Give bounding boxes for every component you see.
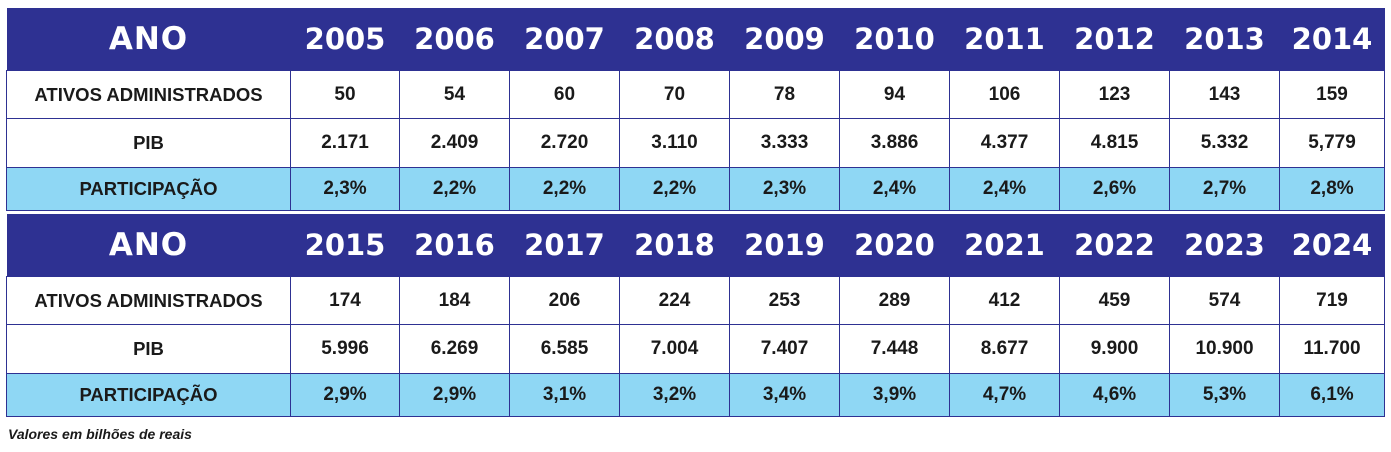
participacao-cell: 2,9%: [290, 373, 400, 417]
pib-cell: 7.448: [839, 324, 950, 374]
participacao-cell: 3,1%: [509, 373, 620, 417]
pib-cell: 9.900: [1059, 324, 1170, 374]
participacao-cell: 5,3%: [1169, 373, 1280, 417]
participacao-row-label: PARTICIPAÇÃO: [6, 167, 291, 211]
pib-row: PIB 5.996 6.269 6.585 7.004 7.407 7.448 8.677 9.…: [6, 324, 1385, 374]
ativos-cell: 253: [729, 276, 840, 325]
year-cell: 2007: [509, 8, 620, 71]
ativos-row: ATIVOS ADMINISTRADOS 50 54 60 70 78 94 106 123 14…: [6, 70, 1385, 119]
pib-cell: 3.333: [729, 118, 840, 168]
pib-row-label: PIB: [6, 118, 291, 168]
ativos-cell: 159: [1279, 70, 1385, 119]
participacao-row-label: PARTICIPAÇÃO: [6, 373, 291, 417]
year-cell: 2011: [949, 8, 1060, 71]
pib-cell: 4.377: [949, 118, 1060, 168]
participacao-cell: 2,3%: [290, 167, 400, 211]
ativos-cell: 224: [619, 276, 730, 325]
participacao-cell: 2,4%: [949, 167, 1060, 211]
year-cell: 2005: [290, 8, 400, 71]
year-cell: 2017: [509, 214, 620, 277]
ativos-cell: 94: [839, 70, 950, 119]
year-cell: 2018: [619, 214, 730, 277]
year-cell: 2023: [1169, 214, 1280, 277]
pib-row: PIB 2.171 2.409 2.720 3.110 3.333 3.886 4.377 4.…: [6, 118, 1385, 168]
ativos-cell: 123: [1059, 70, 1170, 119]
ativos-cell: 206: [509, 276, 620, 325]
participacao-cell: 4,6%: [1059, 373, 1170, 417]
participacao-cell: 6,1%: [1279, 373, 1385, 417]
ativos-row: ATIVOS ADMINISTRADOS 174 184 206 224 253 289 41…: [6, 276, 1385, 325]
ativos-row-label: ATIVOS ADMINISTRADOS: [6, 70, 291, 119]
year-cell: 2010: [839, 8, 950, 71]
pib-cell: 10.900: [1169, 324, 1280, 374]
participacao-row: PARTICIPAÇÃO 2,3% 2,2% 2,2% 2,2% 2,3% 2,4% 2,4%…: [6, 167, 1385, 211]
participacao-cell: 2,2%: [619, 167, 730, 211]
assets-table-2005-2014: ANO 2005 2006 2007 2008 2009 2010 2011 2012 2013 2…: [6, 8, 1385, 211]
year-cell: 2016: [399, 214, 510, 277]
pib-cell: 5.332: [1169, 118, 1280, 168]
pib-cell: 7.004: [619, 324, 730, 374]
pib-cell: 3.110: [619, 118, 730, 168]
year-cell: 2012: [1059, 8, 1170, 71]
year-row: ANO 2005 2006 2007 2008 2009 2010 2011 2012 2013 2…: [6, 8, 1385, 71]
ativos-cell: 574: [1169, 276, 1280, 325]
ativos-row-label: ATIVOS ADMINISTRADOS: [6, 276, 291, 325]
ativos-cell: 184: [399, 276, 510, 325]
ativos-cell: 289: [839, 276, 950, 325]
pib-cell: 5.996: [290, 324, 400, 374]
ativos-cell: 78: [729, 70, 840, 119]
year-cell: 2024: [1279, 214, 1385, 277]
year-cell: 2014: [1279, 8, 1385, 71]
participacao-cell: 3,9%: [839, 373, 950, 417]
year-row-label: ANO: [6, 8, 291, 71]
participacao-cell: 2,2%: [509, 167, 620, 211]
year-cell: 2021: [949, 214, 1060, 277]
pib-row-label: PIB: [6, 324, 291, 374]
ativos-cell: 719: [1279, 276, 1385, 325]
pib-cell: 6.585: [509, 324, 620, 374]
pib-cell: 7.407: [729, 324, 840, 374]
pib-cell: 5,779: [1279, 118, 1385, 168]
ativos-cell: 70: [619, 70, 730, 119]
pib-cell: 8.677: [949, 324, 1060, 374]
participacao-cell: 2,3%: [729, 167, 840, 211]
year-row-label: ANO: [6, 214, 291, 277]
participacao-cell: 3,2%: [619, 373, 730, 417]
pib-cell: 2.720: [509, 118, 620, 168]
participacao-cell: 2,9%: [399, 373, 510, 417]
pib-cell: 2.171: [290, 118, 400, 168]
pib-cell: 6.269: [399, 324, 510, 374]
year-cell: 2019: [729, 214, 840, 277]
participacao-cell: 2,8%: [1279, 167, 1385, 211]
year-cell: 2020: [839, 214, 950, 277]
pib-cell: 11.700: [1279, 324, 1385, 374]
ativos-cell: 412: [949, 276, 1060, 325]
ativos-cell: 106: [949, 70, 1060, 119]
pib-cell: 3.886: [839, 118, 950, 168]
participacao-cell: 3,4%: [729, 373, 840, 417]
participacao-row: PARTICIPAÇÃO 2,9% 2,9% 3,1% 3,2% 3,4% 3,9% 4,7%…: [6, 373, 1385, 417]
year-cell: 2022: [1059, 214, 1170, 277]
footnote: Valores em bilhões de reais: [8, 426, 192, 442]
year-cell: 2015: [290, 214, 400, 277]
participacao-cell: 2,4%: [839, 167, 950, 211]
participacao-cell: 2,2%: [399, 167, 510, 211]
assets-table-2015-2024: ANO 2015 2016 2017 2018 2019 2020 2021 2022 2023 2…: [6, 214, 1385, 417]
ativos-cell: 60: [509, 70, 620, 119]
year-cell: 2013: [1169, 8, 1280, 71]
participacao-cell: 2,7%: [1169, 167, 1280, 211]
participacao-cell: 4,7%: [949, 373, 1060, 417]
year-cell: 2006: [399, 8, 510, 71]
year-cell: 2009: [729, 8, 840, 71]
participacao-cell: 2,6%: [1059, 167, 1170, 211]
ativos-cell: 50: [290, 70, 400, 119]
year-cell: 2008: [619, 8, 730, 71]
ativos-cell: 174: [290, 276, 400, 325]
pib-cell: 4.815: [1059, 118, 1170, 168]
ativos-cell: 459: [1059, 276, 1170, 325]
ativos-cell: 54: [399, 70, 510, 119]
pib-cell: 2.409: [399, 118, 510, 168]
ativos-cell: 143: [1169, 70, 1280, 119]
year-row: ANO 2015 2016 2017 2018 2019 2020 2021 2022 2023 2…: [6, 214, 1385, 277]
